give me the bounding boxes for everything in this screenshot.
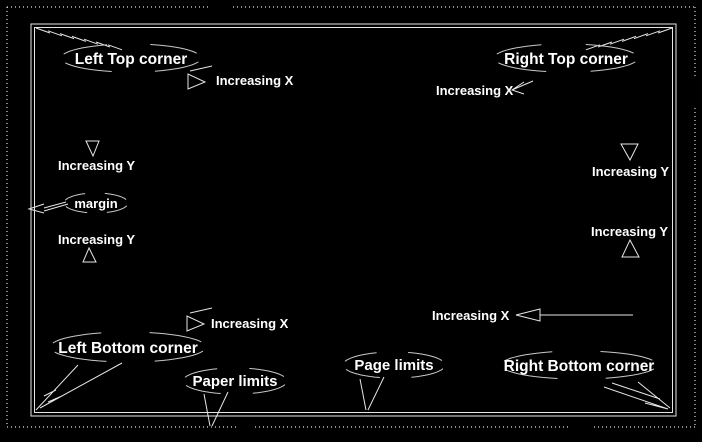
paper-limits-border: [6, 6, 696, 428]
label-increasing-y-left-top: Increasing Y: [58, 158, 135, 173]
increasing-y-arrow-right-bottom: [621, 238, 640, 258]
increasing-x-arrow-right-top: [510, 80, 534, 95]
margin-ornament: [64, 192, 128, 214]
page-limits-pointer: [359, 376, 385, 411]
right-bottom-corner-pointer: [603, 381, 671, 410]
right-bottom-corner-ornament: [503, 351, 655, 379]
left-top-corner-ornament: [63, 44, 199, 72]
label-increasing-y-right-bottom: Increasing Y: [591, 224, 668, 239]
label-increasing-x-left-bottom: Increasing X: [211, 316, 289, 331]
label-left-bottom-corner: Left Bottom corner: [58, 340, 198, 357]
increasing-y-arrow-left-top: [85, 140, 100, 158]
margin-arrow: [27, 201, 69, 214]
label-page-limits: Page limits: [354, 357, 433, 374]
left-top-corner-hatch-arrow: [35, 27, 123, 51]
label-paper-limits: Paper limits: [192, 373, 277, 390]
label-increasing-y-left-bottom: Increasing Y: [58, 232, 135, 247]
label-increasing-x-right-top: Increasing X: [436, 83, 514, 98]
increasing-x-arrow-left-top: [187, 65, 213, 90]
left-bottom-corner-ornament: [52, 332, 204, 362]
paper-limits-pointer: [203, 391, 229, 427]
label-right-bottom-corner: Right Bottom corner: [504, 358, 655, 375]
right-top-corner-ornament: [496, 44, 636, 72]
left-bottom-corner-pointer: [35, 362, 123, 411]
label-increasing-x-left-top: Increasing X: [216, 73, 294, 88]
right-top-corner-hatch-arrow: [585, 27, 673, 51]
label-increasing-x-right-bottom: Increasing X: [432, 308, 510, 323]
label-right-top-corner: Right Top corner: [504, 51, 628, 68]
increasing-y-arrow-right-top: [620, 143, 639, 162]
label-margin: margin: [74, 196, 117, 211]
page-limits-ornament: [344, 352, 444, 378]
label-left-top-corner: Left Top corner: [75, 51, 188, 68]
increasing-y-arrow-left-bottom: [82, 246, 97, 263]
increasing-x-arrow-right-bottom: [515, 308, 633, 322]
paper-limits-ornament: [184, 368, 286, 394]
label-increasing-y-right-top: Increasing Y: [592, 164, 669, 179]
increasing-x-arrow-left-bottom: [186, 307, 213, 332]
page-limits-border: [30, 23, 677, 417]
